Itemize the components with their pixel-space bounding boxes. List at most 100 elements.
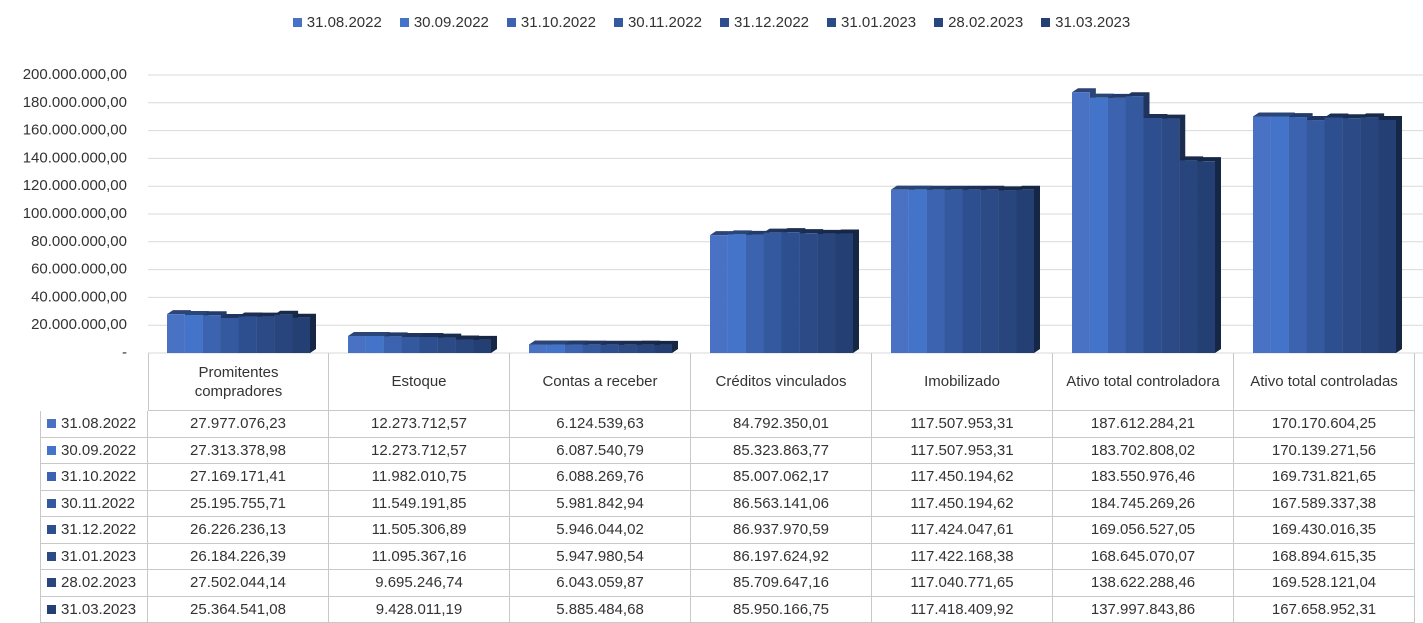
category-label: Contas a receber <box>542 373 658 390</box>
table-cell: 86.197.624,92 <box>691 543 872 570</box>
legend-item: 28.02.2023 <box>934 14 1023 31</box>
table-cell: 117.450.194,62 <box>872 490 1053 517</box>
bar <box>817 233 836 353</box>
y-tick-label: - <box>122 344 127 361</box>
table-row-header: 28.02.2023 <box>40 570 148 597</box>
row-swatch <box>47 604 56 614</box>
bar-depth <box>835 229 859 353</box>
legend-swatch <box>506 18 516 27</box>
y-tick-label: 180.000.000,00 <box>23 94 127 111</box>
table-cell: 184.745.269,26 <box>1053 490 1234 517</box>
bar <box>184 315 203 353</box>
table-cell: 27.313.378,98 <box>148 437 329 464</box>
legend-swatch <box>719 18 729 27</box>
bar <box>763 232 782 353</box>
bar <box>980 189 999 353</box>
bar <box>274 314 293 353</box>
legend-item: 31.01.2023 <box>827 14 916 31</box>
table-header: Contas a receber <box>510 353 691 411</box>
table-cell: 5.981.842,94 <box>510 490 691 517</box>
table-cell: 12.273.712,57 <box>329 411 510 438</box>
bar <box>1378 119 1396 353</box>
table-cell: 167.658.952,31 <box>1234 596 1415 623</box>
bar-depth <box>1016 185 1040 353</box>
table-row-header: 30.09.2022 <box>40 437 148 464</box>
bar-depth <box>1378 115 1402 353</box>
bar <box>799 233 818 353</box>
bar <box>1270 116 1289 353</box>
bar <box>238 316 257 353</box>
bar <box>529 344 547 353</box>
table-cell: 117.450.194,62 <box>872 464 1053 491</box>
bar <box>292 317 310 353</box>
table-cell: 85.950.166,75 <box>691 596 872 623</box>
table-cell: 9.695.246,74 <box>329 570 510 597</box>
table-header: Ativo total controladora <box>1053 353 1234 411</box>
bar <box>167 314 185 353</box>
table-header: Promitentes compradores <box>148 353 329 411</box>
bar <box>401 336 420 353</box>
bar <box>437 337 456 353</box>
table-cell: 5.946.044,02 <box>510 517 691 544</box>
bar <box>202 315 221 353</box>
table-cell: 169.731.821,65 <box>1234 464 1415 491</box>
row-swatch <box>47 445 56 455</box>
bar <box>1016 189 1034 353</box>
bar <box>455 339 474 353</box>
bar <box>582 344 601 353</box>
table-cell: 11.095.367,16 <box>329 543 510 570</box>
bar <box>908 189 927 353</box>
table-cell: 25.364.541,08 <box>148 596 329 623</box>
legend-item: 30.09.2022 <box>399 14 489 31</box>
table-cell: 11.549.191,85 <box>329 490 510 517</box>
table-cell: 183.702.808,02 <box>1053 437 1234 464</box>
bar <box>926 189 945 353</box>
legend-item: 31.08.2022 <box>292 14 382 31</box>
legend-label: 31.01.2023 <box>841 14 917 31</box>
bar <box>636 344 655 353</box>
bar <box>1072 92 1090 353</box>
legend-label: 31.03.2023 <box>1055 14 1131 31</box>
legend: 31.08.2022 30.09.2022 31.10.2022 30.11.2022… <box>0 14 1423 31</box>
table-cell: 168.894.615,35 <box>1234 543 1415 570</box>
y-tick-label: 40.000.000,00 <box>31 288 127 305</box>
legend-label: 31.10.2022 <box>520 14 596 31</box>
table-cell: 6.043.059,87 <box>510 570 691 597</box>
bar <box>710 235 728 353</box>
bar <box>727 234 746 353</box>
row-label: 31.01.2023 <box>61 547 137 565</box>
row-label: 31.03.2023 <box>61 600 137 618</box>
category-label: Créditos vinculados <box>715 373 847 390</box>
bar <box>835 233 853 353</box>
table-cell: 137.997.843,86 <box>1053 596 1234 623</box>
table-cell: 5.947.980,54 <box>510 543 691 570</box>
bar <box>1161 118 1180 354</box>
table-cell: 6.087.540,79 <box>510 437 691 464</box>
legend-label: 28.02.2023 <box>948 14 1024 31</box>
table-cell: 168.645.070,07 <box>1053 543 1234 570</box>
row-swatch <box>47 498 56 508</box>
row-label: 30.11.2022 <box>61 494 135 512</box>
table-cell: 117.424.047,61 <box>872 517 1053 544</box>
bar <box>1179 160 1198 353</box>
y-tick-label: 60.000.000,00 <box>31 261 127 278</box>
table-row-header: 31.10.2022 <box>40 464 148 491</box>
table-cell: 187.612.284,21 <box>1053 411 1234 438</box>
legend-label: 30.09.2022 <box>413 14 489 31</box>
table-cell: 169.430.016,35 <box>1234 517 1415 544</box>
bar-depth <box>292 313 316 353</box>
y-tick-label: 20.000.000,00 <box>31 316 127 333</box>
bar <box>1089 97 1108 353</box>
bar-depth <box>654 340 678 353</box>
table-cell: 6.124.539,63 <box>510 411 691 438</box>
table-cell: 12.273.712,57 <box>329 437 510 464</box>
bar <box>220 317 239 353</box>
table-row-header: 31.01.2023 <box>40 543 148 570</box>
row-label: 31.10.2022 <box>61 468 137 486</box>
legend-label: 31.12.2022 <box>733 14 810 31</box>
bar <box>745 234 764 353</box>
table-cell: 84.792.350,01 <box>691 411 872 438</box>
table-header: Créditos vinculados <box>691 353 872 411</box>
table-cell: 117.507.953,31 <box>872 411 1053 438</box>
bar <box>781 232 800 353</box>
